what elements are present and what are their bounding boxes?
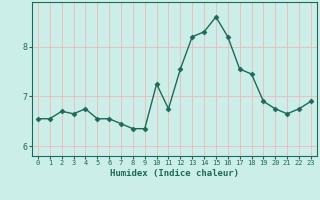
X-axis label: Humidex (Indice chaleur): Humidex (Indice chaleur): [110, 169, 239, 178]
